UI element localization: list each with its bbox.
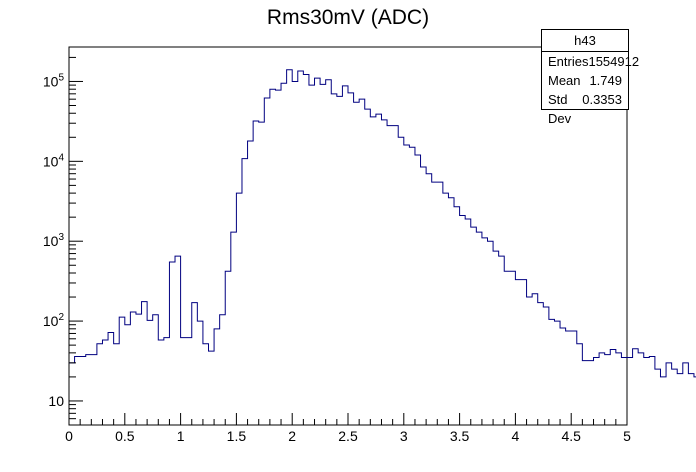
y-tick-label: 102 [43,312,65,329]
y-tick-label: 104 [43,152,65,169]
x-tick-label: 1.5 [227,428,247,444]
x-tick-label: 1 [177,428,185,444]
stats-row-entries: Entries 1554912 [542,52,639,71]
stats-label: Entries [548,54,589,69]
stats-box: h43 Entries 1554912 Mean 1.749 Std Dev 0… [541,29,639,126]
stats-label: Mean [548,73,581,88]
stats-label: Std Dev [548,92,572,126]
x-tick-label: 4.5 [561,428,581,444]
chart-title: Rms30mV (ADC) [267,6,429,29]
stats-row-stddev: Std Dev 0.3353 [542,90,628,126]
histogram-series [69,69,696,378]
x-tick-label: 2.5 [338,428,358,444]
stats-histogram-name: h43 [542,30,628,52]
y-tick-label: 105 [43,72,65,89]
x-tick-label: 3.5 [450,428,470,444]
x-tick-label: 0.5 [115,428,135,444]
stats-value: 1554912 [588,54,640,69]
x-tick-label: 4 [512,428,520,444]
x-tick-label: 2 [288,428,296,444]
stats-value: 1.749 [589,73,622,88]
x-tick-label: 3 [400,428,408,444]
x-tick-label: 5 [623,428,631,444]
stats-value: 0.3353 [582,92,622,107]
stats-row-mean: Mean 1.749 [542,71,628,90]
x-tick-label: 0 [65,428,73,444]
y-tick-label: 10 [48,393,64,409]
y-tick-label: 103 [43,232,65,249]
histogram-line [69,69,696,378]
x-axis: 0 0.5 1 1.5 2 2.5 3 3.5 4 4.5 5 [65,413,631,444]
y-axis: 10 102 103 104 105 [43,56,83,426]
